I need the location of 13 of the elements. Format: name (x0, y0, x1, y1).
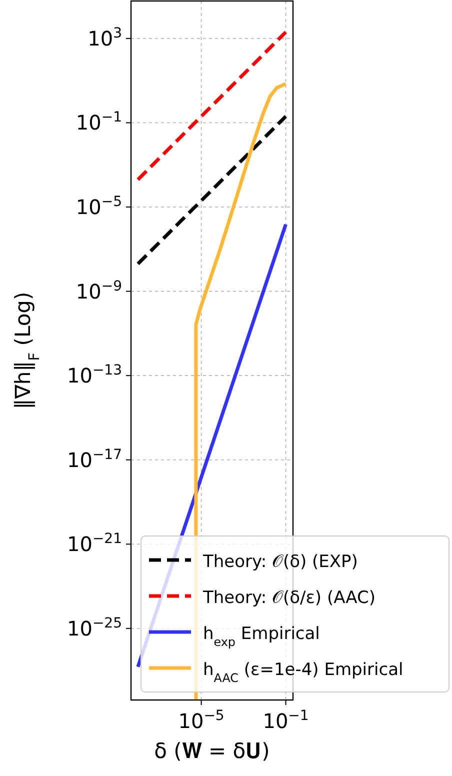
x-axis-title: δ (𝐖 = δ𝐔) (154, 739, 270, 763)
legend-label: h$_{AAC}$ (ε=1e-4) Empirical (203, 660, 404, 685)
legend-label: h$_{exp}$ Empirical (203, 624, 320, 649)
y-tick-label: 10$^{−13}$ (67, 362, 122, 388)
y-tick-label: 10$^{−1}$ (76, 110, 122, 135)
legend-label: Theory: 𝒪(δ) (EXP) (202, 552, 358, 572)
y-tick-label: 10$^{3}$ (88, 25, 122, 50)
legend-label: Theory: 𝒪(δ/ε) (AAC) (202, 588, 376, 608)
y-tick-label: 10$^{−21}$ (67, 531, 122, 556)
y-tick-label: 10$^{−25}$ (67, 615, 122, 640)
y-tick-label: 10$^{−17}$ (67, 446, 122, 472)
y-tick-label: 10$^{−9}$ (76, 278, 122, 304)
y-tick-label: 10$^{−5}$ (76, 194, 122, 220)
